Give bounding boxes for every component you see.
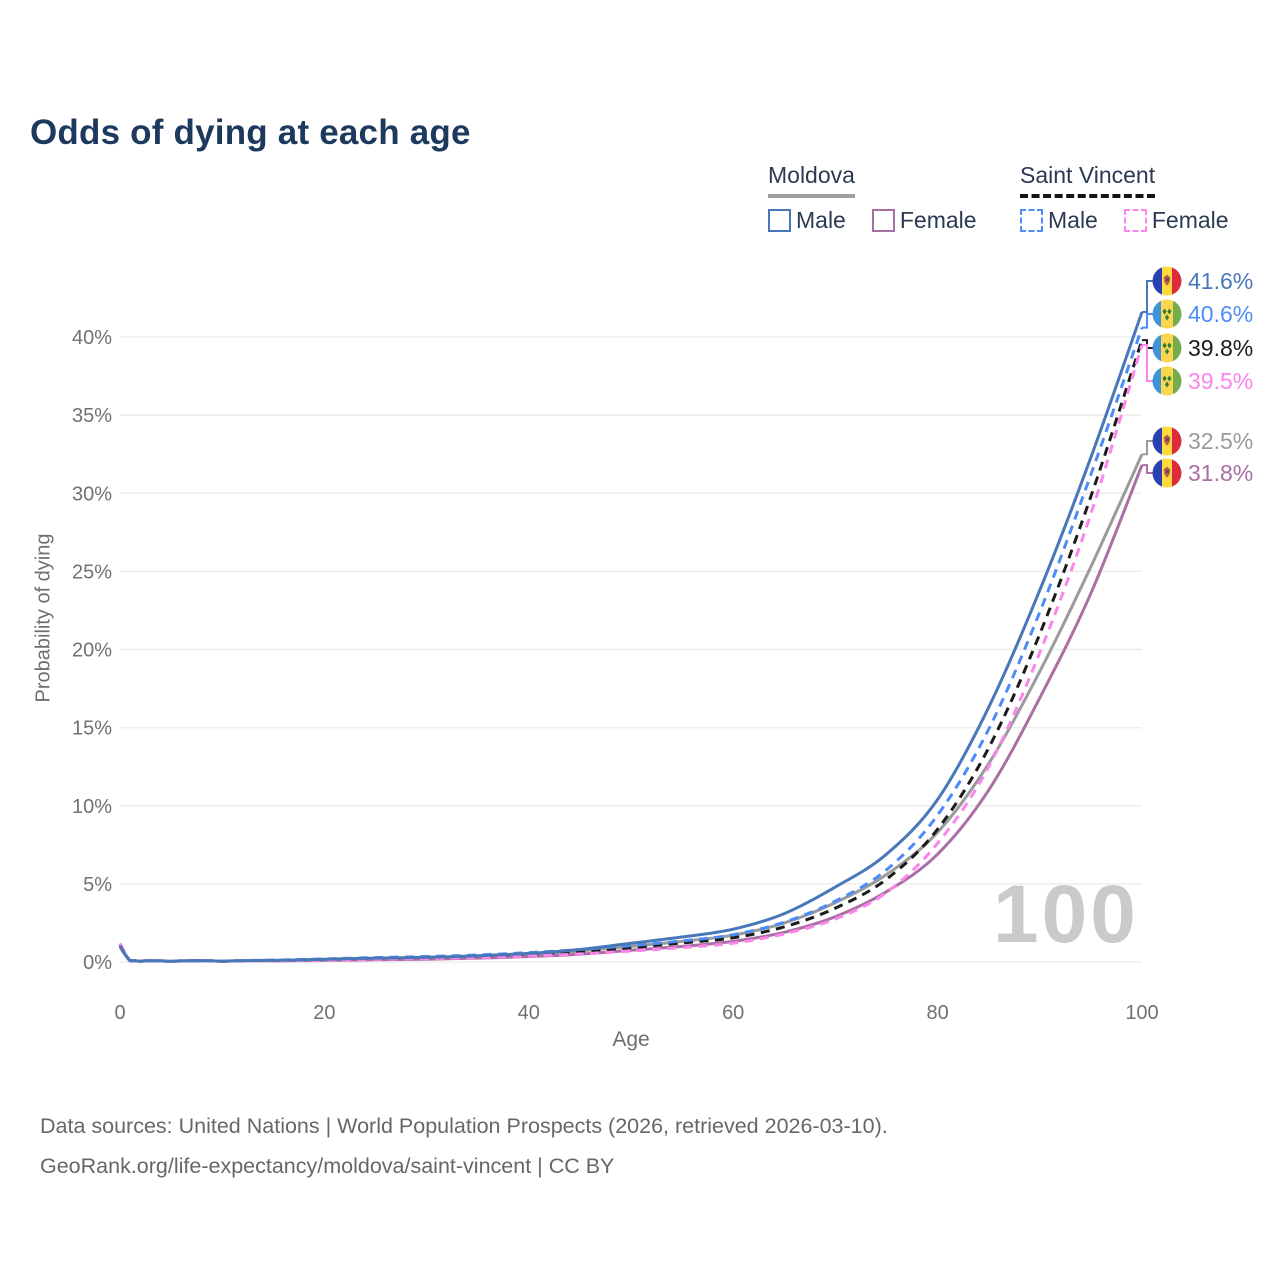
end-label-value: 39.5% bbox=[1188, 367, 1254, 394]
series-line-moldova-female[interactable] bbox=[118, 464, 1144, 964]
y-tick-label: 25% bbox=[72, 561, 112, 583]
footer-data-sources: Data sources: United Nations | World Pop… bbox=[40, 1114, 888, 1138]
legend-swatch-icon bbox=[768, 209, 791, 232]
series-line-saint-vincent[interactable] bbox=[118, 339, 1144, 963]
legend-item-label: Female bbox=[1151, 207, 1229, 233]
y-tick-label: 15% bbox=[72, 718, 112, 740]
end-label-value: 31.8% bbox=[1188, 459, 1254, 486]
legend-item-label: Male bbox=[796, 207, 846, 233]
legend-group-saint-vincent: Saint Vincent Male Female bbox=[1020, 162, 1229, 234]
x-tick-label: 60 bbox=[722, 1002, 744, 1024]
connector-line bbox=[1142, 313, 1153, 329]
y-axis-title: Probability of dying bbox=[32, 533, 55, 703]
footer-attribution: GeoRank.org/life-expectancy/moldova/sain… bbox=[40, 1154, 615, 1178]
legend-items-moldova: Male Female bbox=[768, 207, 977, 234]
y-tick-label: 20% bbox=[72, 640, 112, 662]
legend-swatch-icon bbox=[1123, 209, 1147, 232]
legend-group-title-saint-vincent: Saint Vincent bbox=[1020, 162, 1156, 198]
x-tick-label: 40 bbox=[518, 1002, 540, 1024]
legend-item-moldova-female[interactable]: Female bbox=[871, 207, 977, 234]
legend-items-saint-vincent: Male Female bbox=[1020, 207, 1229, 234]
x-tick-label: 80 bbox=[926, 1002, 948, 1024]
end-label-connectors bbox=[1142, 280, 1153, 474]
saint-vincent-flag-icon bbox=[1152, 366, 1182, 396]
legend-item-sv-female[interactable]: Female bbox=[1123, 207, 1229, 234]
legend-item-label: Male bbox=[1048, 207, 1098, 233]
saint-vincent-flag-icon bbox=[1152, 299, 1182, 329]
legend-swatch-icon bbox=[1020, 209, 1043, 232]
legend-swatch-icon bbox=[871, 209, 895, 232]
end-label-value: 39.8% bbox=[1188, 334, 1254, 361]
y-tick-label: 5% bbox=[83, 874, 112, 896]
gridlines bbox=[120, 336, 1142, 963]
saint-vincent-flag-icon bbox=[1152, 333, 1182, 363]
x-tick-label: 20 bbox=[313, 1002, 335, 1024]
x-tick-label: 100 bbox=[1125, 1002, 1158, 1024]
legend-item-sv-male[interactable]: Male bbox=[1020, 207, 1098, 234]
end-label-value: 40.6% bbox=[1188, 300, 1254, 327]
connector-line bbox=[1142, 464, 1153, 474]
hover-age-watermark: 100 bbox=[993, 869, 1139, 960]
legend-group-title-moldova: Moldova bbox=[768, 162, 855, 198]
series-line-saint-vincent-male[interactable] bbox=[118, 327, 1144, 963]
end-label-value: 41.6% bbox=[1188, 267, 1254, 294]
footer: Data sources: United Nations | World Pop… bbox=[40, 1106, 888, 1186]
series-lines bbox=[118, 311, 1144, 964]
y-tick-label: 30% bbox=[72, 483, 112, 505]
end-label-row: 31.8% bbox=[1152, 458, 1253, 488]
moldova-flag-icon bbox=[1152, 426, 1182, 456]
connector-line bbox=[1142, 440, 1153, 456]
connector-line bbox=[1142, 280, 1153, 313]
end-label-row: 39.8% bbox=[1152, 333, 1253, 363]
series-line-saint-vincent-female[interactable] bbox=[118, 344, 1144, 963]
end-label-row: 32.5% bbox=[1152, 426, 1253, 456]
y-tick-label: 0% bbox=[83, 952, 112, 974]
legend-group-moldova: Moldova Male Female bbox=[768, 162, 977, 234]
moldova-flag-icon bbox=[1152, 458, 1182, 488]
end-label-row: 39.5% bbox=[1152, 366, 1253, 396]
moldova-flag-icon bbox=[1152, 266, 1182, 296]
y-tick-label: 35% bbox=[72, 405, 112, 427]
connector-line bbox=[1142, 343, 1153, 382]
y-tick-label: 40% bbox=[72, 327, 112, 349]
axis-tick-labels: 0% 5% 10% 15% 20% 25% 30% 35% 40% 0 20 40 60 80 100 bbox=[72, 327, 1159, 1024]
legend-item-label: Female bbox=[899, 207, 977, 233]
page-title: Odds of dying at each age bbox=[30, 113, 471, 153]
x-tick-label: 0 bbox=[114, 1002, 125, 1024]
y-tick-label: 10% bbox=[72, 796, 112, 818]
x-axis-title: Age bbox=[612, 1028, 650, 1051]
end-label-value: 32.5% bbox=[1188, 427, 1254, 454]
end-label-row: 40.6% bbox=[1152, 299, 1253, 329]
end-label-row: 41.6% bbox=[1152, 266, 1253, 296]
legend-item-moldova-male[interactable]: Male bbox=[768, 207, 846, 234]
series-line-moldova-male[interactable] bbox=[118, 311, 1144, 963]
